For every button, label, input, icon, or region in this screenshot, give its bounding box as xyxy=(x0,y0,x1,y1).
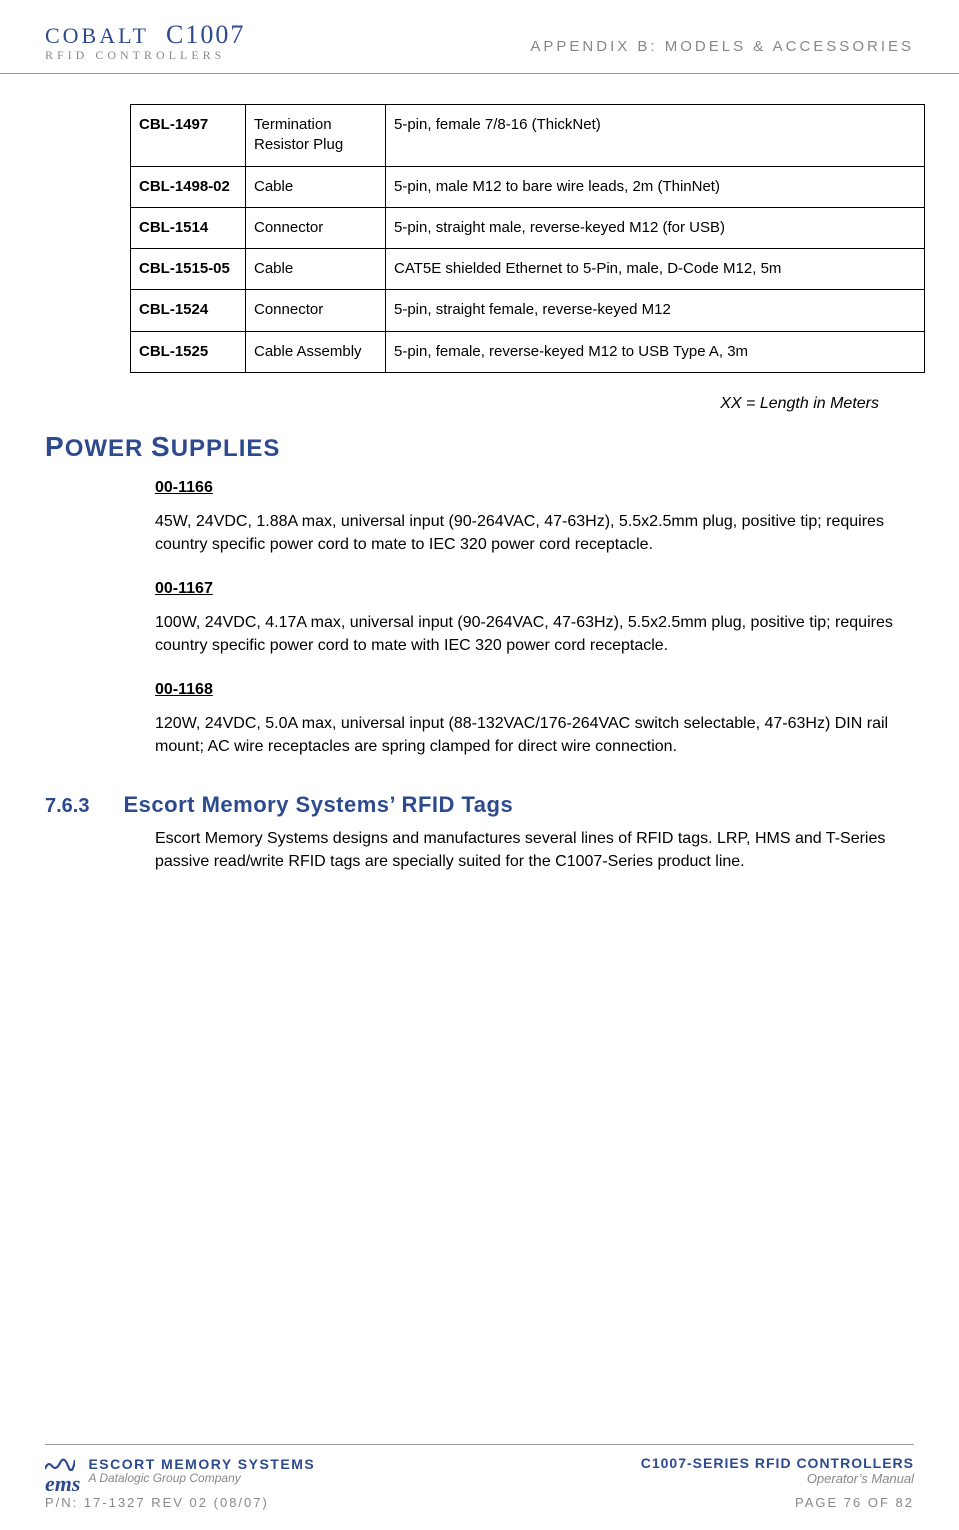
page-header: COBALT C1007 RFID CONTROLLERS APPENDIX B… xyxy=(0,0,959,74)
logo-subtitle: RFID CONTROLLERS xyxy=(45,48,245,63)
partno-cell: CBL-1524 xyxy=(131,290,246,331)
footer-manual-label: Operator’s Manual xyxy=(641,1472,914,1486)
footer-bottom-row: P/N: 17-1327 REV 02 (08/07) PAGE 76 OF 8… xyxy=(45,1495,914,1510)
table-row: CBL-1515-05 Cable CAT5E shielded Etherne… xyxy=(131,249,925,290)
power-item-body: 120W, 24VDC, 5.0A max, universal input (… xyxy=(155,713,915,758)
type-cell: Cable xyxy=(246,249,386,290)
power-item: 00-1168 120W, 24VDC, 5.0A max, universal… xyxy=(155,679,915,758)
table-row: CBL-1514 Connector 5-pin, straight male,… xyxy=(131,207,925,248)
ems-logo-icon: ems xyxy=(45,1457,80,1497)
footer-right: C1007-SERIES RFID CONTROLLERS Operator’s… xyxy=(641,1456,914,1486)
parts-table: CBL-1497 Termination Resistor Plug 5-pin… xyxy=(130,104,925,373)
heading-ower: OWER xyxy=(65,435,151,462)
header-appendix-label: APPENDIX B: MODELS & ACCESSORIES xyxy=(530,20,914,55)
heading-upplies: UPPLIES xyxy=(171,435,281,462)
desc-cell: 5-pin, female 7/8-16 (ThickNet) xyxy=(386,105,925,167)
partno-cell: CBL-1525 xyxy=(131,331,246,372)
type-cell: Connector xyxy=(246,290,386,331)
section-763-body-block: Escort Memory Systems designs and manufa… xyxy=(155,828,915,873)
header-logo: COBALT C1007 RFID CONTROLLERS xyxy=(45,20,245,63)
desc-cell: 5-pin, straight female, reverse-keyed M1… xyxy=(386,290,925,331)
desc-cell: 5-pin, female, reverse-keyed M12 to USB … xyxy=(386,331,925,372)
logo-cobalt-text: COBALT xyxy=(45,23,149,48)
footer-product-name: C1007-SERIES RFID CONTROLLERS xyxy=(641,1456,914,1471)
section-title: Escort Memory Systems’ RFID Tags xyxy=(123,792,513,818)
type-cell: Cable Assembly xyxy=(246,331,386,372)
type-cell: Connector xyxy=(246,207,386,248)
table-row: CBL-1524 Connector 5-pin, straight femal… xyxy=(131,290,925,331)
table-row: CBL-1525 Cable Assembly 5-pin, female, r… xyxy=(131,331,925,372)
desc-cell: CAT5E shielded Ethernet to 5-Pin, male, … xyxy=(386,249,925,290)
power-item-body: 45W, 24VDC, 1.88A max, universal input (… xyxy=(155,511,915,556)
footer-page-number: PAGE 76 OF 82 xyxy=(795,1495,914,1510)
desc-cell: 5-pin, male M12 to bare wire leads, 2m (… xyxy=(386,166,925,207)
section-number: 7.6.3 xyxy=(45,795,89,818)
desc-cell: 5-pin, straight male, reverse-keyed M12 … xyxy=(386,207,925,248)
power-item-body: 100W, 24VDC, 4.17A max, universal input … xyxy=(155,612,915,657)
power-item-heading: 00-1166 xyxy=(155,477,915,499)
table-row: CBL-1497 Termination Resistor Plug 5-pin… xyxy=(131,105,925,167)
heading-s: S xyxy=(151,431,171,462)
table-row: CBL-1498-02 Cable 5-pin, male M12 to bar… xyxy=(131,166,925,207)
partno-cell: CBL-1498-02 xyxy=(131,166,246,207)
section-763-body: Escort Memory Systems designs and manufa… xyxy=(155,828,915,873)
partno-cell: CBL-1514 xyxy=(131,207,246,248)
footer-company-name: ESCORT MEMORY SYSTEMS xyxy=(88,1457,315,1472)
heading-p: P xyxy=(45,431,65,462)
footer-company-tagline: A Datalogic Group Company xyxy=(88,1472,315,1485)
footer-left: ems ESCORT MEMORY SYSTEMS A Datalogic Gr… xyxy=(45,1451,315,1491)
length-note: XX = Length in Meters xyxy=(45,395,879,413)
footer-partnumber: P/N: 17-1327 REV 02 (08/07) xyxy=(45,1495,269,1510)
ems-logo-text: ems xyxy=(45,1471,80,1496)
type-cell: Termination Resistor Plug xyxy=(246,105,386,167)
partno-cell: CBL-1515-05 xyxy=(131,249,246,290)
power-item: 00-1166 45W, 24VDC, 1.88A max, universal… xyxy=(155,477,915,556)
logo-top-line: COBALT C1007 xyxy=(45,20,245,50)
type-cell: Cable xyxy=(246,166,386,207)
page-footer: ems ESCORT MEMORY SYSTEMS A Datalogic Gr… xyxy=(0,1444,959,1510)
power-supplies-heading: POWER SUPPLIES xyxy=(45,431,914,463)
power-item-heading: 00-1168 xyxy=(155,679,915,701)
partno-cell: CBL-1497 xyxy=(131,105,246,167)
logo-c1007-text: C1007 xyxy=(166,20,245,49)
power-item: 00-1167 100W, 24VDC, 4.17A max, universa… xyxy=(155,578,915,657)
section-763-header: 7.6.3 Escort Memory Systems’ RFID Tags xyxy=(45,792,914,818)
power-item-heading: 00-1167 xyxy=(155,578,915,600)
